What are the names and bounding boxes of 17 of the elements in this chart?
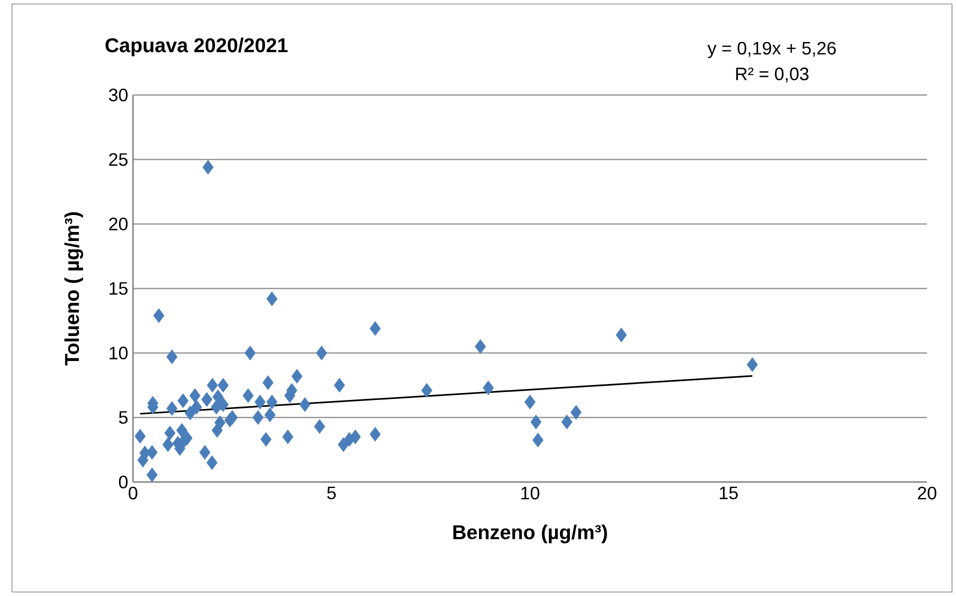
- y-tick-label: 15: [110, 282, 128, 295]
- y-tick-label: 20: [109, 218, 128, 230]
- y-tick-label: 30: [108, 88, 128, 102]
- y-tick-label: 10: [110, 346, 128, 360]
- chart-title: Capuava 2020/2021: [106, 38, 288, 56]
- x-axis-title: Benzeno (µg/m³): [453, 524, 607, 544]
- x-tick-label: 10: [521, 486, 540, 500]
- y-tick-label: 5: [118, 411, 128, 424]
- x-tick-label: 5: [327, 486, 336, 500]
- y-axis-title: Tolueno ( µg/m³): [64, 212, 84, 366]
- text: y = 0,19x + 5,26: [708, 42, 836, 58]
- x-tick-label: 15: [720, 486, 738, 500]
- x-tick-label: 0: [128, 486, 138, 500]
- y-tick-label: 0: [118, 476, 128, 488]
- x-tick-label: 20: [918, 486, 936, 500]
- y-tick-label: 25: [109, 153, 128, 166]
- text: R² = 0,03: [736, 68, 808, 82]
